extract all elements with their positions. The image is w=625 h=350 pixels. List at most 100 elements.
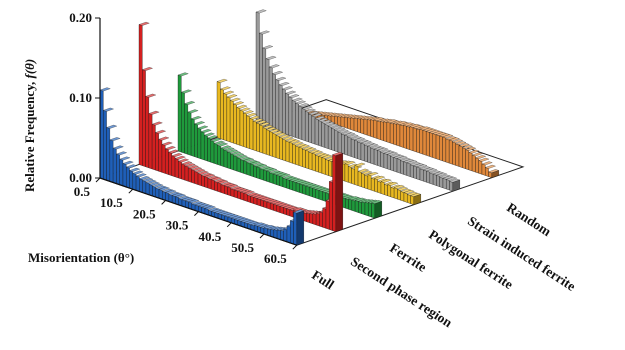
bar-top-4-12 — [294, 100, 307, 105]
bar-1-29 — [233, 189, 238, 199]
bar-4-34 — [367, 145, 371, 164]
bar-top-0-18 — [158, 186, 170, 191]
bar-1-44 — [283, 207, 287, 216]
bar-top-4-28 — [347, 134, 359, 139]
x-tick-2 — [161, 200, 166, 205]
bar-2-15 — [227, 151, 231, 170]
bar-1-52 — [309, 212, 314, 225]
bar-4-45 — [403, 161, 408, 176]
bar-top-1-24 — [217, 180, 229, 184]
bar-5-40 — [426, 131, 430, 157]
bar-4-29 — [350, 138, 355, 158]
bar-top-2-31 — [279, 173, 291, 178]
bar-2-25 — [259, 168, 264, 181]
bar-3-53 — [390, 187, 395, 199]
bar-top-5-48 — [452, 139, 464, 144]
bar-top-5-54 — [471, 152, 483, 157]
bar-top-4-55 — [436, 172, 448, 177]
bar-5-19 — [357, 117, 361, 134]
bar-top-3-1 — [219, 86, 231, 91]
bar-5-57 — [481, 163, 486, 176]
bar-5-54 — [471, 154, 476, 173]
bar-top-4-1 — [258, 30, 270, 35]
bar-top-3-22 — [288, 139, 300, 144]
bar-top-2-15 — [226, 149, 238, 154]
bar-top-0-1 — [102, 107, 114, 112]
bar-0-56 — [283, 228, 288, 243]
bar-4-37 — [377, 149, 381, 167]
bar-top-3-3 — [226, 94, 238, 99]
bar-top-3-44 — [360, 170, 373, 175]
bar-top-3-54 — [393, 185, 405, 189]
bar-5-41 — [429, 132, 433, 158]
bar-3-58 — [407, 194, 411, 204]
bar-3-8 — [243, 112, 247, 148]
bar-1-37 — [260, 199, 264, 208]
bar-4-23 — [331, 127, 335, 152]
bar-top-4-20 — [321, 119, 333, 124]
bar-2-54 — [354, 200, 359, 213]
bar-top-3-2 — [223, 90, 235, 95]
bar-3-57 — [403, 192, 408, 203]
bar-3-56 — [400, 191, 405, 202]
bar-top-2-16 — [230, 151, 242, 155]
bar-top-3-17 — [272, 130, 284, 135]
bar-top-1-9 — [168, 149, 180, 154]
bar-5-18 — [353, 117, 358, 133]
bar-3-7 — [239, 109, 244, 147]
bar-5-32 — [399, 124, 404, 148]
bar-3-1 — [220, 88, 224, 140]
bar-top-3-8 — [242, 110, 254, 115]
bar-top-0-16 — [152, 183, 164, 188]
bar-1-11 — [174, 158, 179, 179]
bar-top-2-4 — [190, 116, 202, 120]
bar-top-3-11 — [252, 118, 264, 123]
x-tick-label-6: 60.5 — [264, 251, 287, 266]
chart-bars — [99, 9, 500, 246]
x-tick-0 — [95, 177, 101, 183]
bar-3-41 — [351, 167, 355, 185]
bar-0-2 — [106, 127, 111, 182]
bar-4-36 — [373, 148, 378, 166]
bar-top-5-45 — [442, 134, 454, 139]
bar-5-53 — [468, 152, 473, 172]
bar-4-8 — [282, 88, 286, 135]
bar-5-36 — [412, 127, 417, 153]
bar-2-7 — [200, 131, 205, 161]
bar-3-28 — [308, 151, 313, 171]
bar-2-43 — [318, 190, 323, 201]
bar-top-4-30 — [354, 137, 366, 142]
bar-0-9 — [129, 170, 133, 190]
bar-1-59 — [332, 154, 336, 232]
bar-0-10 — [132, 172, 137, 191]
bar-2-55 — [358, 201, 362, 214]
y-tick-label-1: 0.10 — [69, 90, 92, 105]
bar-top-0-5 — [116, 151, 128, 156]
x-tick-4 — [226, 222, 232, 228]
bar-top-1-11 — [174, 155, 186, 160]
bar-3-33 — [325, 159, 329, 176]
bar-2-14 — [223, 149, 228, 169]
bar-1-53 — [312, 213, 317, 226]
bar-1-57 — [325, 200, 330, 230]
bar-1-31 — [240, 191, 245, 201]
bar-1-22 — [210, 179, 215, 191]
bar-top-2-22 — [249, 161, 261, 165]
bar-0-3 — [109, 139, 114, 183]
bar-2-30 — [276, 174, 280, 186]
bar-4-54 — [432, 173, 437, 186]
bar-4-57 — [442, 177, 447, 190]
bar-4-49 — [416, 166, 421, 181]
bar-5-12 — [334, 115, 338, 126]
bar-top-2-2 — [184, 101, 196, 105]
bar-4-39 — [383, 153, 388, 170]
bar-5-14 — [340, 116, 345, 128]
bar-top-0-14 — [145, 179, 157, 184]
bar-1-56 — [322, 207, 327, 229]
bar-4-20 — [321, 122, 326, 148]
bar-5-34 — [406, 125, 410, 150]
bar-top-0-9 — [129, 167, 141, 172]
bar-top-5-51 — [461, 145, 473, 149]
bar-2-32 — [282, 177, 287, 189]
bar-top-4-16 — [308, 111, 320, 116]
